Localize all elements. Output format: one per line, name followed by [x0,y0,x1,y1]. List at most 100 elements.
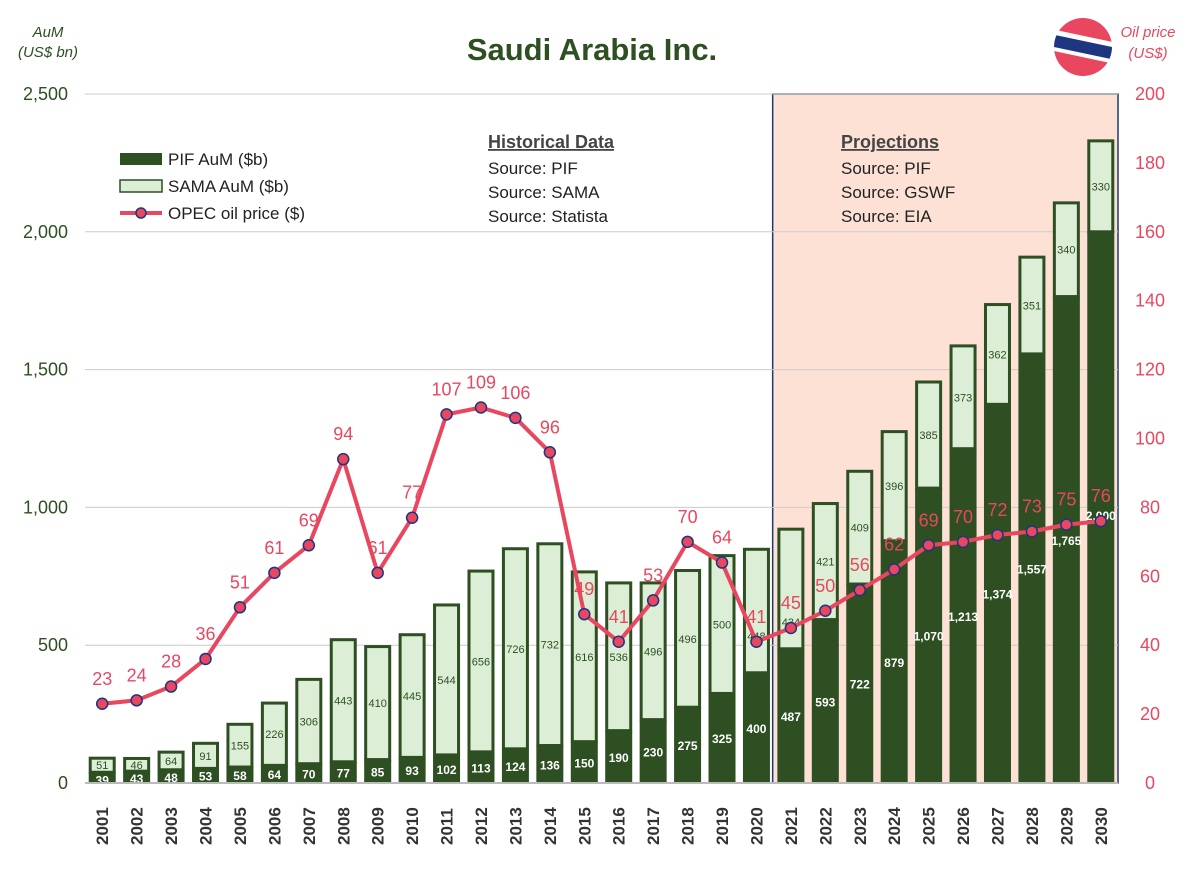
right-tick-label: 140 [1135,291,1165,311]
bar-pif [501,748,529,783]
x-tick-label: 2024 [885,807,904,845]
sama-value-label: 155 [231,741,249,753]
oil-price-label: 106 [500,383,530,403]
pif-value-label: 1,374 [982,588,1012,602]
logo [1054,18,1112,76]
right-tick-label: 100 [1135,429,1165,449]
projections-line: Source: PIF [841,159,931,178]
oil-price-point [268,566,281,580]
historical-line: Source: Statista [488,207,609,226]
pif-value-label: 53 [199,770,213,784]
bar-sama [983,303,1011,406]
oil-price-point [199,652,212,666]
bar-sama [260,701,288,767]
bar-sama [742,547,770,675]
legend: PIF AuM ($b) SAMA AuM ($b) OPEC oil pric… [119,150,305,223]
oil-price-point [578,607,591,621]
right-tick-label: 60 [1140,566,1160,586]
x-tick-label: 2005 [231,807,250,845]
oil-price-point [130,694,143,707]
sama-value-label: 656 [472,656,490,668]
oil-price-label: 49 [574,579,594,599]
right-tick-label: 160 [1135,222,1165,242]
oil-price-point [681,535,694,549]
projections-note: Projections Source: PIF Source: GSWF Sou… [841,132,955,226]
bar-pif [639,719,667,783]
right-axis-label-1: Oil price [1120,24,1175,41]
oil-price-point [509,411,522,425]
pif-value-label: 43 [130,772,144,786]
sama-value-label: 373 [954,392,972,404]
oil-price-label: 70 [953,507,973,527]
sama-value-label: 51 [96,760,108,772]
pif-value-label: 1,213 [948,610,978,624]
pif-value-label: 58 [233,769,247,783]
sama-value-label: 226 [265,729,283,741]
oil-price-point [1025,525,1039,538]
x-tick-label: 2026 [954,807,973,845]
sama-value-label: 46 [131,760,143,772]
oil-price-point [750,635,763,649]
bar-pif [398,757,426,783]
bar-sama [536,542,564,748]
left-tick-label: 1,500 [23,360,68,380]
oil-price-label: 69 [299,510,319,530]
historical-line: Source: SAMA [488,183,600,202]
oil-price-point [887,563,901,576]
sama-value-label: 91 [199,751,211,763]
x-tick-label: 2021 [782,807,801,845]
right-tick-label: 0 [1145,773,1155,793]
oil-price-point [337,452,350,466]
oil-price-label: 53 [643,565,663,585]
oil-price-label: 50 [815,576,835,596]
historical-title: Historical Data [488,132,615,152]
x-tick-label: 2004 [197,807,216,845]
sama-value-label: 306 [300,717,318,729]
pif-value-label: 39 [96,773,110,787]
bar-pif [708,693,736,783]
x-tick-label: 2022 [816,807,835,845]
bar-pif [295,763,323,783]
x-tick-label: 2010 [403,807,422,845]
x-tick-label: 2013 [506,807,525,845]
oil-price-point [922,539,935,552]
pif-value-label: 70 [302,767,316,781]
oil-price-label: 109 [466,372,496,392]
historical-line: Source: PIF [488,159,578,178]
x-tick-label: 2023 [851,807,870,845]
bar-pif [846,584,874,783]
bar-pif [1052,296,1080,783]
bar-pif [674,707,702,783]
legend-marker-oil [135,207,147,219]
x-tick-label: 2027 [988,807,1007,845]
sama-value-label: 362 [988,349,1006,361]
left-tick-label: 1,000 [23,497,68,517]
x-tick-label: 2017 [644,807,663,845]
pif-value-label: 93 [405,764,419,778]
pif-value-label: 593 [815,695,835,709]
oil-price-label: 61 [368,538,388,558]
legend-label-sama: SAMA AuM ($b) [168,177,289,196]
sama-value-label: 443 [334,696,352,708]
right-tick-label: 20 [1140,704,1160,724]
oil-price-label: 64 [712,528,732,548]
sama-value-label: 421 [816,557,834,569]
oil-price-point [302,539,316,552]
pif-value-label: 1,070 [914,630,944,644]
x-tick-label: 2019 [713,807,732,845]
pif-value-label: 77 [337,766,351,780]
pif-value-label: 400 [746,722,766,736]
oil-price-label: 75 [1056,490,1076,510]
left-tick-label: 2,000 [23,222,68,242]
x-tick-label: 2006 [265,807,284,845]
sama-value-label: 500 [713,620,731,632]
x-tick-label: 2028 [1023,807,1042,845]
bar-sama [501,547,529,751]
oil-price-label: 94 [333,424,353,444]
sama-value-label: 536 [610,652,628,664]
right-tick-label: 180 [1135,153,1165,173]
oil-price-label: 24 [127,665,147,685]
bar-pif [157,769,185,783]
